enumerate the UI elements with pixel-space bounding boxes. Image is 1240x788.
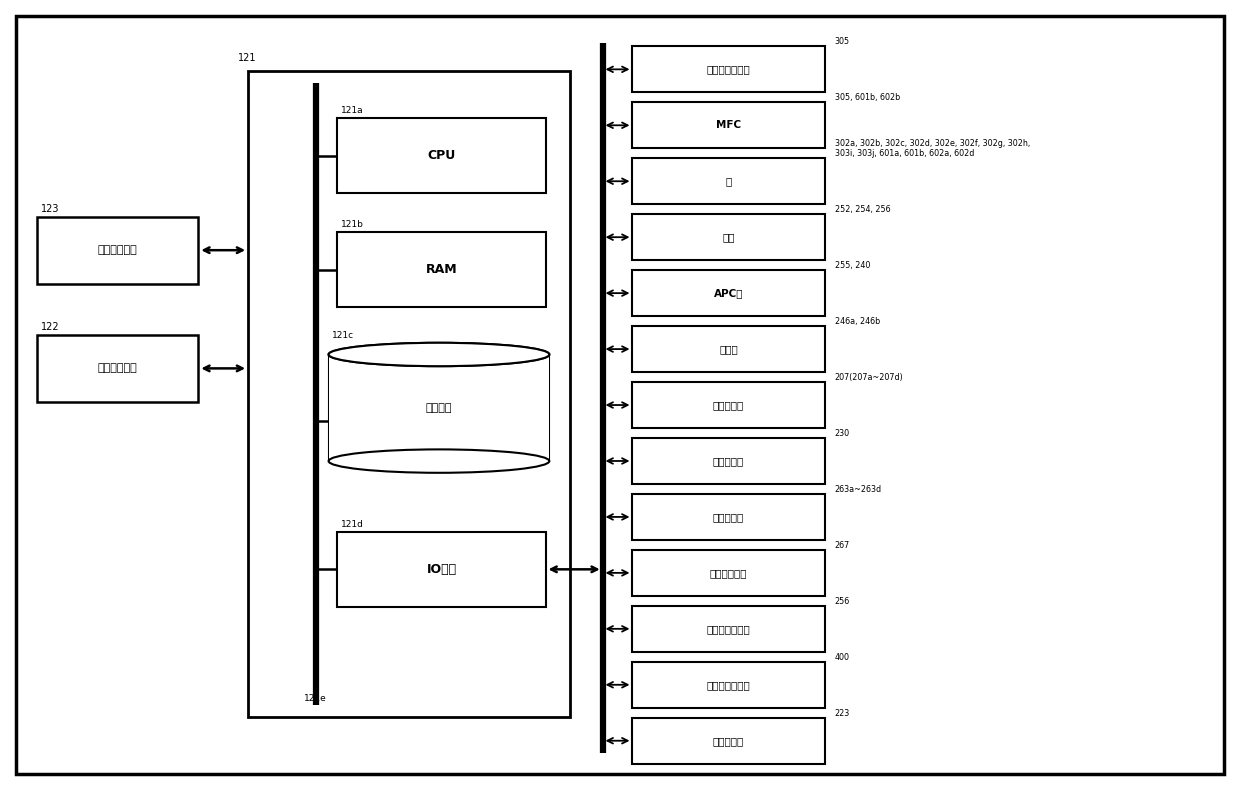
- Text: 流体流量控制器: 流体流量控制器: [707, 65, 750, 74]
- Bar: [329, 355, 549, 461]
- Text: 121: 121: [238, 53, 257, 63]
- Bar: [632, 214, 825, 260]
- Text: APC阀: APC阀: [714, 288, 743, 298]
- Text: 246a, 246b: 246a, 246b: [835, 318, 879, 326]
- Bar: [37, 217, 198, 284]
- Bar: [632, 102, 825, 148]
- Bar: [632, 382, 825, 428]
- Text: MFC: MFC: [715, 121, 742, 130]
- Bar: [632, 270, 825, 316]
- Text: 121b: 121b: [341, 221, 363, 229]
- Text: 305: 305: [835, 38, 849, 46]
- Bar: [632, 46, 825, 92]
- Text: CPU: CPU: [428, 149, 455, 162]
- Text: 255, 240: 255, 240: [835, 262, 870, 270]
- Text: 123: 123: [41, 203, 60, 214]
- Bar: [632, 550, 825, 596]
- Text: 122: 122: [41, 322, 60, 332]
- Text: 400: 400: [835, 653, 849, 662]
- Text: 外部存储装置: 外部存储装置: [98, 245, 138, 255]
- Text: 闸门: 闸门: [722, 232, 735, 242]
- Bar: [632, 326, 825, 372]
- Text: 压力传感器: 压力传感器: [713, 736, 744, 745]
- Text: 阀: 阀: [725, 177, 732, 186]
- Text: IO端口: IO端口: [427, 563, 456, 576]
- Text: 温度传感器: 温度传感器: [713, 512, 744, 522]
- Bar: [337, 532, 546, 607]
- Bar: [337, 232, 546, 307]
- Text: 存储装置: 存储装置: [425, 403, 453, 413]
- Text: 252, 254, 256: 252, 254, 256: [835, 206, 890, 214]
- Bar: [337, 118, 546, 193]
- Text: 305, 601b, 602b: 305, 601b, 602b: [835, 94, 900, 102]
- Text: 121a: 121a: [341, 106, 363, 115]
- Text: RAM: RAM: [425, 263, 458, 277]
- Text: 第一加热部: 第一加热部: [713, 400, 744, 410]
- Text: 207(207a~207d): 207(207a~207d): [835, 374, 903, 382]
- Text: 230: 230: [835, 429, 849, 438]
- Ellipse shape: [329, 449, 549, 473]
- Bar: [632, 494, 825, 540]
- Text: 温度控制控制器: 温度控制控制器: [707, 680, 750, 690]
- Text: 121d: 121d: [341, 520, 363, 529]
- Bar: [632, 438, 825, 484]
- Ellipse shape: [329, 343, 549, 366]
- Bar: [632, 662, 825, 708]
- Bar: [632, 606, 825, 652]
- Text: 121e: 121e: [304, 694, 326, 703]
- Text: 263a~263d: 263a~263d: [835, 485, 882, 494]
- Text: 121c: 121c: [332, 331, 355, 340]
- Ellipse shape: [329, 343, 549, 366]
- Bar: [37, 335, 198, 402]
- Bar: [632, 718, 825, 764]
- Text: 256: 256: [835, 597, 849, 606]
- Text: 223: 223: [835, 709, 849, 718]
- Bar: [248, 71, 570, 717]
- Bar: [632, 158, 825, 204]
- Text: 真空泵: 真空泵: [719, 344, 738, 354]
- Text: 267: 267: [835, 541, 849, 550]
- Text: 隔热板旋转机构: 隔热板旋转机构: [707, 624, 750, 634]
- Text: 晶舟旋转机构: 晶舟旋转机构: [709, 568, 748, 578]
- Text: 302a, 302b, 302c, 302d, 302e, 302f, 302g, 302h,
303i, 303j, 601a, 601b, 602a, 60: 302a, 302b, 302c, 302d, 302e, 302f, 302g…: [835, 139, 1029, 158]
- Text: 输入输出装置: 输入输出装置: [98, 363, 138, 374]
- Text: 第二加热部: 第二加热部: [713, 456, 744, 466]
